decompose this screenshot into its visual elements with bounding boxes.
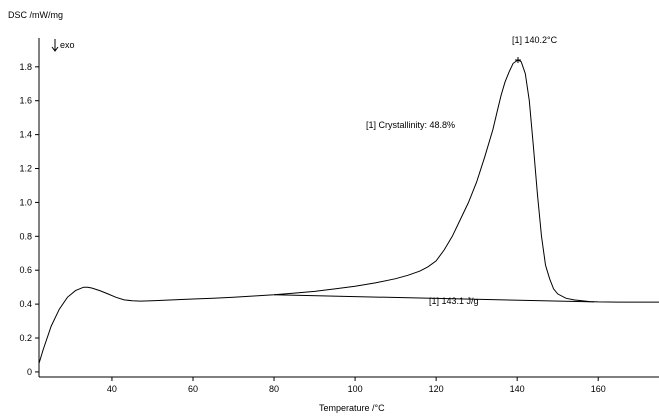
y-tick-label: 0.2 xyxy=(19,333,32,343)
x-tick-label: 100 xyxy=(348,384,363,394)
crystallinity-label: [1] Crystallinity: 48.8% xyxy=(366,120,455,130)
y-tick-label: 1.0 xyxy=(19,197,32,207)
y-tick-label: 1.4 xyxy=(19,130,32,140)
x-tick-label: 60 xyxy=(188,384,198,394)
x-tick-label: 140 xyxy=(510,384,525,394)
exo-label: exo xyxy=(60,40,75,50)
y-ticks: 0 0.2 0.4 0.6 0.8 1.0 1.2 1.4 1.6 1.8 xyxy=(19,62,39,377)
dsc-curve xyxy=(38,59,659,364)
x-tick-label: 80 xyxy=(269,384,279,394)
exo-direction-indicator: exo xyxy=(51,39,75,52)
y-tick-label: 0.4 xyxy=(19,299,32,309)
x-tick-label: 160 xyxy=(591,384,606,394)
enthalpy-label: [1] 143.1 J/g xyxy=(429,296,479,306)
plot-area: 0 0.2 0.4 0.6 0.8 1.0 1.2 1.4 1.6 1.8 40 60 80 100 12… xyxy=(19,38,659,394)
x-ticks: 40 60 80 100 120 140 160 xyxy=(107,377,606,394)
y-tick-label: 0 xyxy=(27,367,32,377)
y-tick-label: 1.2 xyxy=(19,164,32,174)
y-tick-label: 0.6 xyxy=(19,265,32,275)
y-axis-label: DSC /mW/mg xyxy=(8,10,63,20)
x-tick-label: 40 xyxy=(107,384,117,394)
peak-temperature-label: [1] 140.2°C xyxy=(512,35,558,45)
peak-marker xyxy=(514,57,521,64)
y-tick-label: 0.8 xyxy=(19,231,32,241)
x-tick-label: 120 xyxy=(429,384,444,394)
y-tick-label: 1.8 xyxy=(19,62,32,72)
exo-arrow-head-icon xyxy=(51,46,59,52)
y-tick-label: 1.6 xyxy=(19,96,32,106)
integration-baseline xyxy=(273,294,595,303)
x-axis-label: Temperature /°C xyxy=(319,403,385,413)
